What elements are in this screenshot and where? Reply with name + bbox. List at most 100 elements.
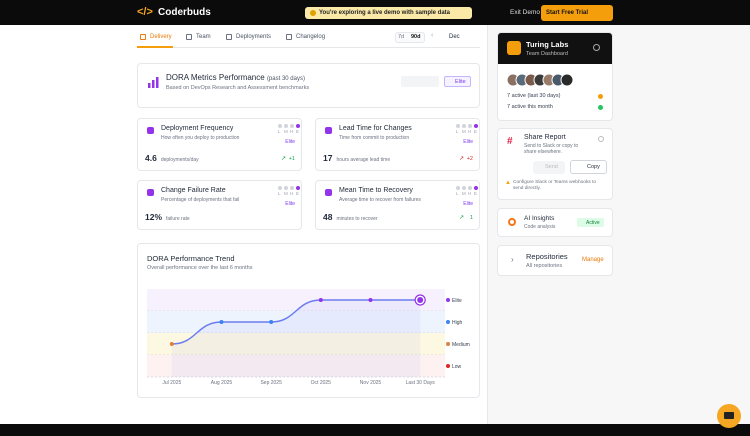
repos-subtitle: All repositories (526, 263, 563, 269)
metric-badge: Elite (285, 139, 295, 145)
x-tick-label: Last 30 Days (406, 380, 436, 386)
share-close[interactable] (598, 136, 604, 142)
tab[interactable]: Delivery (150, 34, 172, 40)
x-tick-label: Oct 2025 (311, 380, 332, 386)
trend-line (171, 299, 421, 345)
share-title: Share Report (524, 134, 566, 141)
share-desc-text: Send to Slack or copy to share elsewhere… (524, 143, 579, 155)
tab[interactable]: Changelog (296, 34, 326, 40)
exit-demo[interactable]: Exit Demo (510, 9, 540, 16)
level-dot (468, 124, 472, 128)
trend-arrow: ↗ (458, 156, 464, 162)
chat-button[interactable] (717, 404, 741, 428)
data-point (417, 297, 424, 303)
share-warning: Configure Slack or Teams webhooks to sen… (513, 180, 605, 192)
level-letter: M (284, 129, 288, 134)
range-90d[interactable]: 90d (411, 34, 421, 40)
copy-button[interactable]: Copy (570, 160, 607, 174)
x-tick-label: Jul 2025 (162, 380, 181, 386)
warning-icon: ▲ (505, 180, 511, 186)
metric-title: Mean Time to Recovery (339, 187, 413, 194)
level-letter: H (468, 129, 472, 134)
level-letter: M (462, 129, 466, 134)
legend-dot (446, 364, 450, 368)
tab-icon (286, 34, 292, 40)
legend-label: Medium (452, 342, 470, 348)
level-dot (468, 186, 472, 190)
bottom-bar (0, 424, 750, 436)
level-dot (296, 124, 300, 128)
metric-card: Deployment Frequency How often you deploy… (137, 118, 302, 171)
metric-badge: Elite (463, 139, 473, 145)
trend-area (171, 300, 421, 377)
prev-arrow[interactable]: ‹ (431, 32, 434, 39)
metric-icon (325, 189, 332, 196)
level-letter: L (456, 129, 459, 134)
legend-label: Elite (452, 298, 462, 304)
level-band (147, 289, 445, 311)
metric-desc: Percentage of deployments that fail (161, 197, 240, 203)
legend-dot (446, 298, 450, 302)
level-band (147, 333, 445, 355)
decor (152, 80, 155, 88)
repos-card[interactable]: › Repositories All repositories Manage (497, 245, 613, 276)
ai-status: Active (577, 218, 604, 227)
decor (148, 83, 151, 88)
team-subtitle: Team Dashboard (526, 51, 568, 57)
tab[interactable]: Team (196, 34, 211, 40)
level-dot (278, 124, 282, 128)
level-dot (462, 186, 466, 190)
trial-text: Start Free Trial (546, 10, 589, 16)
level-band (147, 355, 445, 377)
tab[interactable]: Deployments (236, 34, 272, 40)
summary-subtitle: Based on DevOps Research and Assessment … (166, 85, 310, 91)
month[interactable]: Dec (449, 34, 460, 40)
trial-button[interactable]: Start Free Trial (541, 5, 613, 21)
summary-icon (148, 77, 159, 88)
chat-icon (724, 412, 734, 419)
level-letter: H (290, 191, 294, 196)
active-period: 7 active (last 30 days) (507, 93, 561, 99)
level-letter: E (474, 191, 478, 196)
team-settings[interactable] (593, 44, 600, 51)
ai-title: AI Insights (524, 215, 555, 222)
data-point (318, 298, 323, 302)
copy-text: Copy (587, 164, 600, 170)
repos-chevron: › (511, 255, 514, 264)
summary-title: DORA Metrics Performance (past 30 days) (166, 73, 305, 82)
active-dot (598, 94, 603, 99)
ai-subtitle: Code analysis (524, 224, 556, 230)
active-month: 7 active this month (507, 104, 553, 110)
level-dot (462, 124, 466, 128)
banner-dot (310, 10, 316, 16)
metric-title: Deployment Frequency (161, 125, 234, 132)
level-dot (290, 124, 294, 128)
level-letter: H (468, 191, 472, 196)
level-dot (456, 186, 460, 190)
team-name: Turing Labs (526, 40, 569, 49)
metric-value: 48 minutes to recover (323, 212, 378, 222)
summary-actions[interactable] (401, 76, 439, 87)
range-7d[interactable]: 7d (398, 34, 405, 40)
level-band (147, 311, 445, 333)
metric-desc: Average time to recover from failures (339, 197, 421, 203)
summary-badge-text: Elite (455, 79, 466, 85)
level-letter: E (296, 129, 300, 134)
send-button[interactable]: Send (533, 161, 565, 174)
level-letter: M (462, 191, 466, 196)
metric-unit: failure rate (166, 216, 190, 222)
send-text: Send (545, 164, 558, 170)
metric-desc: Time from commit to production (339, 135, 410, 141)
trend-chart: Elite High Medium Low Jul 2025 Aug 2025 Sep 20… (147, 289, 470, 386)
metric-card: Mean Time to Recovery Average time to rec… (315, 180, 480, 230)
data-point (368, 298, 373, 302)
level-dot (284, 186, 288, 190)
metric-unit: deployments/day (160, 157, 199, 163)
metric-desc: How often you deploy to production (161, 135, 240, 141)
repos-manage[interactable]: Manage (582, 257, 604, 263)
level-dot (278, 186, 282, 190)
level-letter: L (278, 191, 281, 196)
logo[interactable]: Coderbuds (158, 7, 211, 18)
summary-badge: Elite (444, 76, 471, 87)
